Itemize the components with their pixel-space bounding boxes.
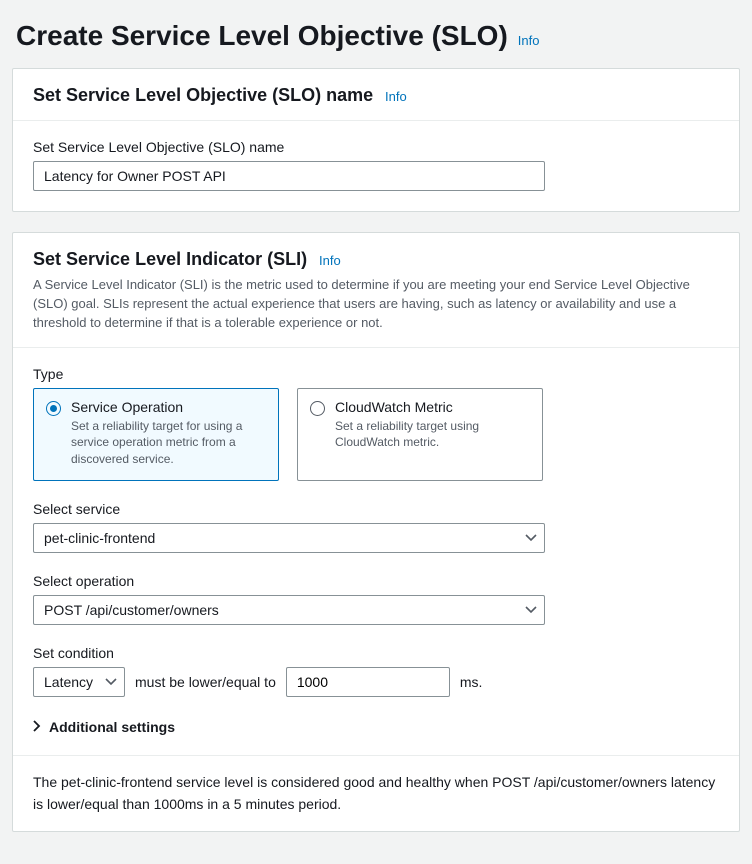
type-radio-group: Service Operation Set a reliability targ… (33, 388, 719, 481)
slo-name-heading: Set Service Level Objective (SLO) name (33, 85, 373, 105)
radio-icon (46, 401, 61, 416)
slo-name-input[interactable] (33, 161, 545, 191)
slo-name-panel-header: Set Service Level Objective (SLO) name I… (13, 69, 739, 121)
condition-unit: ms. (460, 674, 483, 690)
condition-label: Set condition (33, 645, 719, 661)
sli-info-link[interactable]: Info (319, 253, 341, 268)
condition-metric-value: Latency (44, 674, 93, 690)
operation-label: Select operation (33, 573, 719, 589)
sli-panel: Set Service Level Indicator (SLI) Info A… (12, 232, 740, 832)
slo-name-panel: Set Service Level Objective (SLO) name I… (12, 68, 740, 212)
sli-summary: The pet-clinic-frontend service level is… (13, 755, 739, 831)
condition-metric-select[interactable]: Latency (33, 667, 125, 697)
page-title: Create Service Level Objective (SLO) (16, 20, 508, 52)
page-title-row: Create Service Level Objective (SLO) Inf… (16, 20, 736, 52)
sli-heading: Set Service Level Indicator (SLI) (33, 249, 307, 269)
service-select-value: pet-clinic-frontend (44, 530, 155, 546)
type-option-cloudwatch-metric[interactable]: CloudWatch Metric Set a reliability targ… (297, 388, 543, 481)
slo-name-panel-body: Set Service Level Objective (SLO) name (13, 121, 739, 211)
type-option-desc: Set a reliability target using CloudWatc… (335, 418, 530, 452)
condition-comparator-text: must be lower/equal to (135, 674, 276, 690)
condition-threshold-input[interactable] (286, 667, 450, 697)
type-option-service-operation[interactable]: Service Operation Set a reliability targ… (33, 388, 279, 481)
additional-settings-expander[interactable]: Additional settings (33, 719, 719, 735)
service-label: Select service (33, 501, 719, 517)
radio-icon (310, 401, 325, 416)
service-select[interactable]: pet-clinic-frontend (33, 523, 545, 553)
type-label: Type (33, 366, 719, 382)
page-info-link[interactable]: Info (518, 33, 540, 48)
additional-settings-label: Additional settings (49, 719, 175, 735)
operation-select-value: POST /api/customer/owners (44, 602, 219, 618)
sli-description: A Service Level Indicator (SLI) is the m… (33, 276, 719, 333)
type-option-title: Service Operation (71, 399, 266, 415)
type-option-title: CloudWatch Metric (335, 399, 530, 415)
slo-name-field-label: Set Service Level Objective (SLO) name (33, 139, 719, 155)
caret-right-icon (33, 719, 41, 735)
slo-name-info-link[interactable]: Info (385, 89, 407, 104)
operation-select[interactable]: POST /api/customer/owners (33, 595, 545, 625)
sli-panel-header: Set Service Level Indicator (SLI) Info A… (13, 233, 739, 348)
sli-panel-body: Type Service Operation Set a reliability… (13, 348, 739, 755)
type-option-desc: Set a reliability target for using a ser… (71, 418, 266, 468)
